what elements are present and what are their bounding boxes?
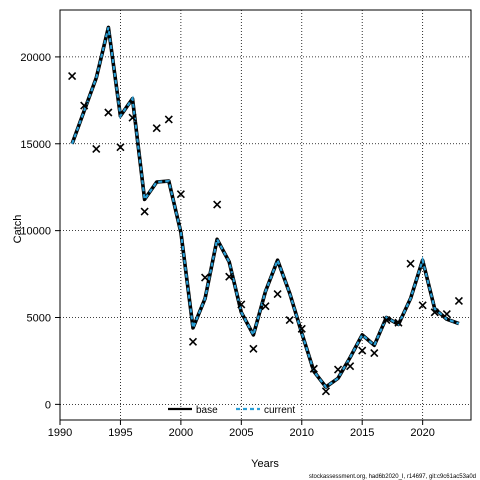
source-annotation: stockassessment.org, had6b2020_I, r14697… [309, 474, 476, 480]
catch-point [128, 113, 137, 122]
catch-point [285, 316, 294, 325]
catch-point [261, 302, 270, 311]
y-tick-label: 0 [45, 399, 51, 411]
catch-point [225, 272, 234, 281]
y-axis-title: Catch [12, 215, 24, 244]
catch-observations [68, 71, 463, 396]
catch-point [297, 324, 306, 333]
catch-point [176, 190, 185, 199]
catch-point [249, 344, 258, 353]
x-axis: 1990 1995 2000 2005 2010 2015 2020 [48, 420, 435, 439]
catch-point [394, 318, 403, 327]
x-tick-label: 2020 [410, 427, 434, 439]
x-tick-label: 2000 [169, 427, 193, 439]
y-axis: 0 5000 10000 15000 20000 [20, 52, 60, 411]
catch-point [237, 300, 246, 309]
y-tick-label: 5000 [27, 313, 51, 325]
series-lines [70, 25, 460, 389]
catch-point [346, 362, 355, 371]
plot-frame [59, 9, 472, 421]
catch-point [68, 71, 77, 81]
catch-point [418, 301, 427, 310]
series-line-current [71, 27, 460, 389]
y-tick-label: 15000 [20, 139, 51, 151]
catch-point [152, 124, 161, 133]
x-axis-title: Years [251, 458, 279, 470]
y-tick-label: 20000 [20, 52, 51, 64]
x-tick-label: 2015 [350, 427, 374, 439]
catch-point [309, 364, 318, 373]
legend-label-current: current [264, 405, 295, 416]
catch-point [80, 101, 89, 110]
catch-point [188, 337, 198, 346]
catch-point [200, 273, 210, 282]
catch-point [370, 349, 379, 358]
x-tick-label: 2010 [290, 427, 314, 439]
x-tick-label: 1990 [48, 427, 72, 439]
catch-point [442, 309, 451, 319]
catch-point [164, 115, 173, 124]
catch-point [454, 296, 463, 306]
catch-point [116, 143, 125, 152]
catch-point [430, 308, 439, 317]
catch-point [382, 316, 391, 325]
catch-point [213, 200, 222, 209]
legend: base current [168, 405, 295, 416]
legend-label-base: base [196, 405, 218, 416]
catch-point [140, 207, 149, 216]
catch-point [321, 387, 331, 396]
catch-point [406, 259, 415, 268]
y-tick-label: 10000 [20, 226, 51, 238]
x-tick-label: 1995 [108, 427, 132, 439]
catch-point [104, 108, 113, 117]
catch-point [358, 346, 367, 355]
x-tick-label: 2005 [229, 427, 253, 439]
catch-point [273, 289, 282, 299]
catch-point [333, 365, 343, 374]
catch-point [92, 144, 101, 154]
